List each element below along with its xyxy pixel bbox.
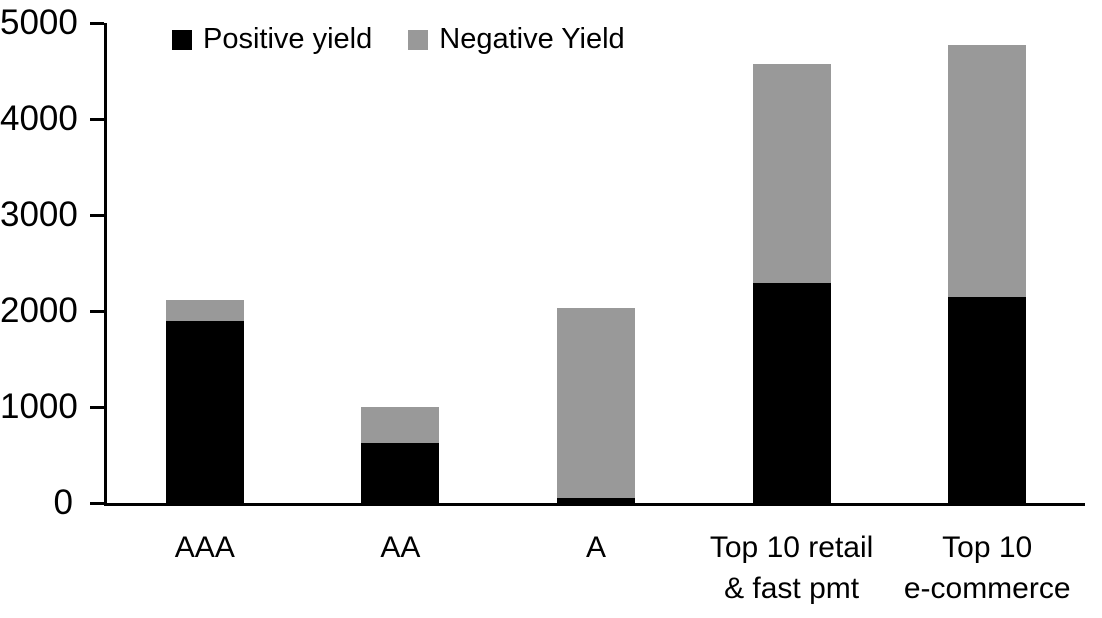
y-tick-mark-4000	[90, 118, 104, 121]
bar-aaa-negative-yield	[165, 299, 244, 321]
legend-swatch-positive-yield	[172, 29, 192, 50]
x-category-label: Top 10 retail & fast pmt	[709, 531, 874, 605]
x-category-label: AA	[380, 531, 421, 564]
bar-a-positive-yield	[557, 498, 635, 503]
bar-aa-negative-yield	[361, 407, 440, 444]
y-tick-mark-1000	[90, 406, 104, 409]
x-category-label: Top 10 e-commerce	[903, 531, 1071, 605]
y-tick-label-1000: 1000	[0, 387, 78, 426]
x-category-label: AAA	[174, 531, 235, 564]
y-tick-label-0: 0	[53, 483, 73, 522]
bar-top-10-negative-yield	[948, 45, 1027, 297]
y-tick-label-5000: 5000	[0, 3, 78, 42]
x-category-label: A	[585, 531, 606, 564]
y-tick-label-2000: 2000	[0, 291, 78, 330]
y-tick-mark-0	[90, 502, 104, 505]
legend-label-negative-yield: Negative Yield	[439, 23, 625, 55]
chart-legend: Positive yield Negative Yield	[172, 25, 625, 54]
plot-area	[90, 22, 1085, 506]
legend-swatch-negative-yield	[408, 29, 429, 50]
y-tick-mark-5000	[90, 22, 104, 25]
y-tick-mark-2000	[90, 310, 104, 313]
y-tick-label-3000: 3000	[0, 195, 78, 234]
bar-top-10-positive-yield	[948, 296, 1027, 503]
bar-aaa-positive-yield	[165, 320, 244, 503]
bar-top-10-retail-positive-yield	[752, 283, 831, 503]
y-axis-tick-labels: 0 1000 2000 3000 4000 5000	[0, 5, 88, 520]
y-tick-label-4000: 4000	[0, 99, 78, 138]
x-axis-category-labels: AAA AA A Top 10 retail & fast pmt Top 10 e-c…	[107, 527, 1085, 615]
bar-top-10-retail-negative-yield	[752, 64, 831, 284]
bar-a-negative-yield	[557, 308, 635, 499]
legend-label-positive-yield: Positive yield	[203, 23, 373, 55]
bar-aa-positive-yield	[361, 443, 440, 503]
y-tick-mark-3000	[90, 214, 104, 217]
legend-item-negative-yield: Negative Yield	[408, 23, 625, 55]
legend-item-positive-yield: Positive yield	[172, 25, 372, 54]
